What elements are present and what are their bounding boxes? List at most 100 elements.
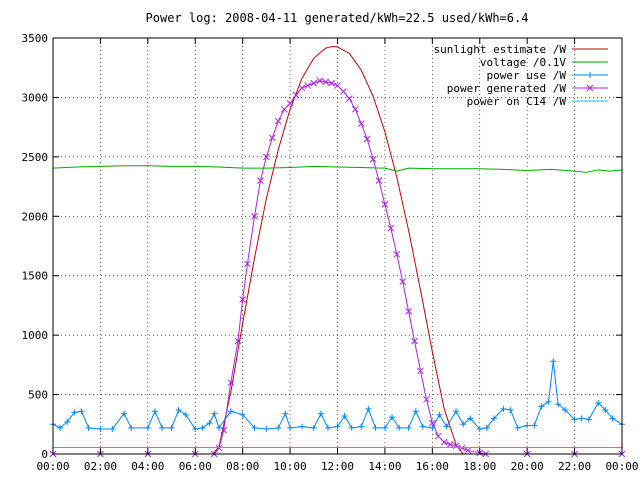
series-line-voltage-0-1v (52, 165, 623, 173)
data-point (298, 423, 305, 430)
data-point (467, 415, 474, 422)
data-point (369, 155, 377, 163)
data-point (531, 422, 538, 429)
data-point (244, 260, 251, 268)
data-point (220, 426, 228, 434)
x-tick-label: 08:00 (226, 460, 259, 473)
data-point (64, 418, 71, 425)
data-point (316, 77, 324, 85)
legend-label-power-on-c14-w: power on C14 /W (467, 95, 567, 108)
series-sunlight-estimate-w (212, 45, 464, 455)
legend-label-voltage-0-1v: voltage /0.1V (480, 56, 566, 69)
data-point (538, 403, 545, 410)
data-point (453, 408, 460, 415)
series-voltage-0-1v (52, 165, 623, 173)
data-point (325, 424, 332, 431)
data-point (168, 424, 175, 431)
data-point (340, 88, 347, 95)
data-point (500, 405, 507, 412)
y-tick-label: 2500 (22, 151, 49, 164)
data-point (78, 408, 85, 415)
data-point (268, 134, 276, 142)
data-point (227, 408, 234, 415)
x-tick-label: 10:00 (274, 460, 307, 473)
grid (53, 38, 622, 454)
data-point (251, 212, 258, 220)
data-point (434, 432, 442, 440)
data-point (381, 424, 388, 431)
x-tick-label: 00:00 (605, 460, 638, 473)
x-tick-label: 20:00 (511, 460, 544, 473)
data-point (412, 408, 419, 415)
data-point (85, 424, 92, 431)
data-point (357, 120, 365, 127)
data-point (328, 79, 335, 87)
data-point (280, 105, 288, 113)
data-point (310, 79, 318, 87)
x-tick-label: 04:00 (131, 460, 164, 473)
data-point (310, 424, 317, 431)
data-point (239, 296, 247, 303)
data-point (507, 407, 514, 414)
data-point (436, 411, 443, 418)
data-point (411, 337, 418, 345)
data-point (545, 398, 552, 405)
data-point (206, 420, 213, 427)
data-point (215, 444, 223, 452)
data-point (239, 411, 246, 418)
data-point (405, 308, 412, 315)
legend-label-power-use-w: power use /W (487, 69, 567, 82)
data-point (387, 224, 395, 232)
series-line-power-use-w (52, 360, 623, 430)
data-point (292, 91, 300, 99)
data-point (372, 424, 379, 431)
data-point (562, 407, 569, 414)
data-point (399, 278, 407, 286)
data-point (458, 444, 466, 452)
data-point (211, 410, 218, 417)
data-point (192, 426, 199, 433)
data-point (578, 415, 585, 422)
data-point (128, 424, 135, 431)
data-point (602, 407, 609, 414)
data-point (151, 408, 158, 415)
data-point (304, 82, 312, 89)
axes: 0 500 1000 1500 2000 2500 3000 3500 00:00 02:00 04… (22, 32, 639, 473)
data-point (396, 424, 403, 431)
data-point (175, 407, 182, 414)
series-line-sunlight-estimate-w (212, 45, 464, 455)
data-point (571, 416, 578, 423)
data-point (121, 410, 128, 417)
data-point (257, 177, 264, 184)
data-point (446, 441, 454, 448)
y-tick-label: 3000 (22, 91, 49, 104)
data-point (263, 153, 270, 161)
data-point (159, 424, 166, 431)
data-point (417, 367, 424, 375)
data-point (514, 424, 521, 431)
data-point (381, 201, 389, 208)
data-point (182, 411, 189, 418)
data-point (405, 424, 412, 431)
data-point (363, 135, 371, 143)
data-point (274, 117, 282, 125)
data-point (199, 424, 206, 431)
data-point (358, 423, 365, 430)
data-point (365, 405, 372, 412)
x-tick-label: 16:00 (416, 460, 449, 473)
data-point (227, 379, 235, 387)
data-point (595, 399, 602, 406)
data-point (554, 401, 561, 408)
data-point (334, 423, 341, 430)
data-point (251, 424, 258, 431)
data-point (375, 177, 383, 184)
data-point (460, 421, 467, 428)
legend-marker-power-generated-w (586, 84, 594, 92)
chart-title: Power log: 2008-04-11 generated/kWh=22.5… (146, 11, 529, 25)
data-point (144, 424, 151, 431)
data-point (550, 358, 557, 365)
data-point (286, 100, 294, 107)
data-point (317, 410, 324, 417)
data-point (298, 84, 306, 92)
